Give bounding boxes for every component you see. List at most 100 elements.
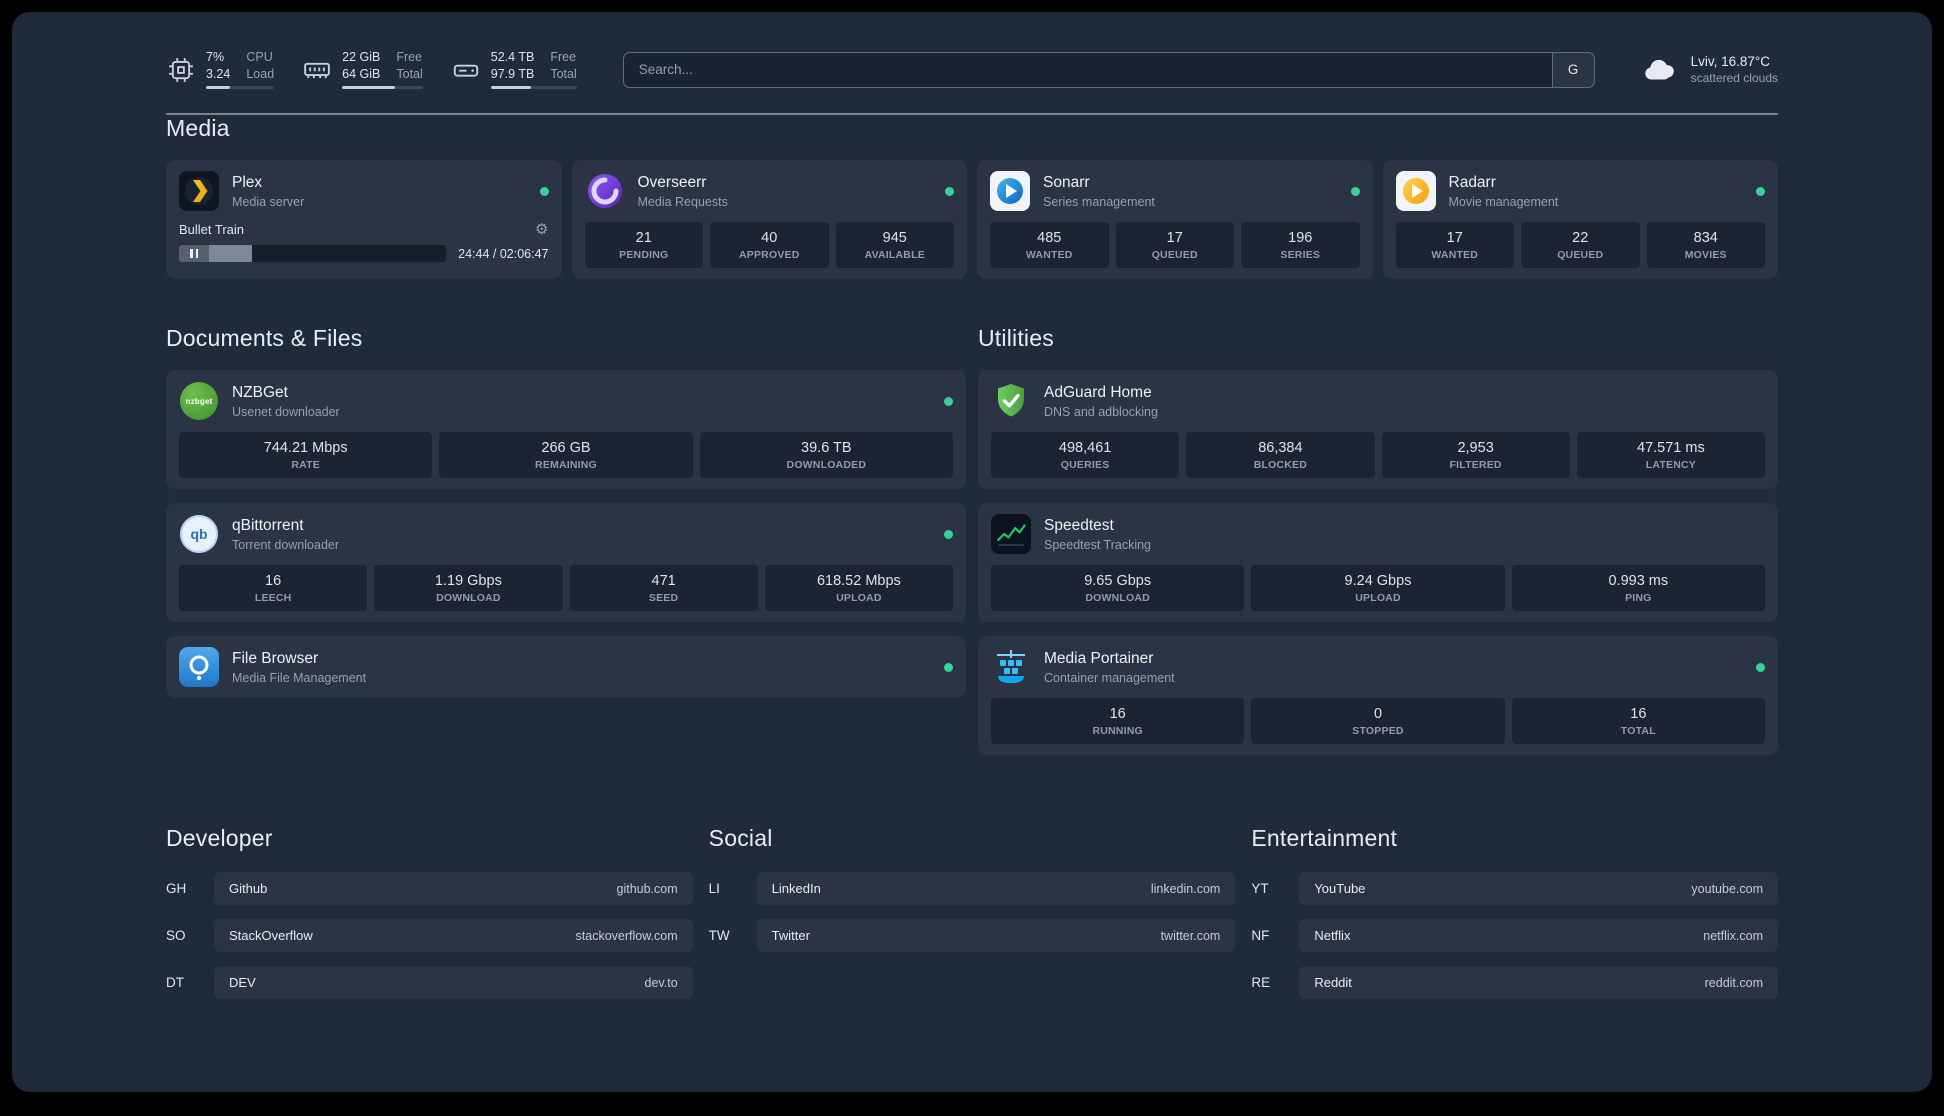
bookmark-link[interactable]: Github github.com <box>214 872 693 906</box>
playback-progress-bar[interactable] <box>179 245 447 263</box>
service-card-nzbget[interactable]: nzbget NZBGet Usenet downloader 744.21 M… <box>166 370 966 490</box>
service-description: Usenet downloader <box>232 404 340 419</box>
weather-widget: Lviv, 16.87°C scattered clouds <box>1641 54 1778 85</box>
plex-icon <box>179 171 219 212</box>
service-card-portainer[interactable]: Media Portainer Container management 16 … <box>978 636 1778 756</box>
now-playing-title: Bullet Train <box>179 222 245 238</box>
bookmark-dev: DT DEV dev.to <box>166 966 693 1000</box>
disk-total: 97.9 TB <box>490 66 535 81</box>
bookmark-link[interactable]: LinkedIn linkedin.com <box>756 872 1236 906</box>
section-title-social: Social <box>708 825 773 852</box>
bookmark-abbr: SO <box>166 928 186 944</box>
service-name: Sonarr <box>1043 173 1090 191</box>
bookmark-abbr: DT <box>166 975 184 991</box>
status-dot <box>944 396 953 406</box>
stat-leech: 16 LEECH <box>179 565 368 612</box>
bookmark-link[interactable]: Netflix netflix.com <box>1299 919 1778 953</box>
service-description: Container management <box>1044 670 1175 685</box>
stat-remaining: 266 GB REMAINING <box>439 432 693 479</box>
gear-icon[interactable]: ⚙ <box>535 221 549 239</box>
stat-rate: 744.21 Mbps RATE <box>179 432 433 479</box>
stat-filtered: 2,953 FILTERED <box>1381 432 1570 479</box>
service-name: File Browser <box>232 649 319 667</box>
section-title-developer: Developer <box>166 825 273 852</box>
pause-button[interactable] <box>179 245 209 263</box>
cpu-bar <box>206 86 275 90</box>
service-card-plex[interactable]: Plex Media server Bullet Train ⚙ 24:44 /… <box>166 160 562 280</box>
top-bar: 7% CPU 3.24 Load <box>166 50 1778 90</box>
resource-widgets: 7% CPU 3.24 Load <box>166 50 577 90</box>
stat-downloaded: 39.6 TB DOWNLOADED <box>699 432 953 479</box>
overseerr-icon <box>585 171 625 211</box>
search-input[interactable] <box>623 52 1552 87</box>
service-card-sonarr[interactable]: Sonarr Series management 485 WANTED 17 Q… <box>977 160 1373 280</box>
service-description: Movie management <box>1448 194 1559 209</box>
section-title-utilities: Utilities <box>978 325 1054 352</box>
service-description: Media Requests <box>637 194 728 209</box>
disk-icon <box>451 55 481 85</box>
service-name: Speedtest <box>1044 516 1114 534</box>
cpu-usage: 7% <box>206 50 225 64</box>
stat-wanted: 485 WANTED <box>990 222 1109 269</box>
stat-blocked: 86,384 BLOCKED <box>1186 432 1375 479</box>
status-dot <box>945 186 954 196</box>
status-dot <box>944 529 953 539</box>
nzbget-icon: nzbget <box>179 381 219 421</box>
bookmark-link[interactable]: YouTube youtube.com <box>1299 872 1778 906</box>
cpu-icon <box>166 55 196 85</box>
service-name: AdGuard Home <box>1044 383 1152 401</box>
service-name: Radarr <box>1448 173 1496 191</box>
service-description: Series management <box>1043 194 1155 209</box>
service-description: DNS and adblocking <box>1044 404 1158 419</box>
speedtest-icon <box>991 514 1031 555</box>
service-card-filebrowser[interactable]: File Browser Media File Management <box>166 636 966 699</box>
bookmark-abbr: NF <box>1251 928 1270 944</box>
bookmark-link[interactable]: Twitter twitter.com <box>756 919 1236 953</box>
stat-running: 16 RUNNING <box>991 698 1245 745</box>
section-title-documents: Documents & Files <box>166 325 363 352</box>
service-card-adguard[interactable]: AdGuard Home DNS and adblocking 498,461 … <box>978 370 1778 490</box>
service-name: Overseerr <box>637 173 707 191</box>
service-card-overseerr[interactable]: Overseerr Media Requests 21 PENDING 40 A… <box>571 160 967 280</box>
service-description: Speedtest Tracking <box>1044 537 1152 552</box>
bookmark-group-developer: Developer GH Github github.com SO StackO… <box>166 825 693 1013</box>
radarr-icon <box>1395 171 1436 212</box>
service-description: Torrent downloader <box>232 537 340 552</box>
bookmark-link[interactable]: DEV dev.to <box>214 966 693 1000</box>
search-engine-button[interactable]: G <box>1551 52 1594 87</box>
service-card-radarr[interactable]: Radarr Movie management 17 WANTED 22 QUE… <box>1382 160 1778 280</box>
service-card-qbittorrent[interactable]: qb qBittorrent Torrent downloader 16 LEE… <box>166 503 966 623</box>
bookmark-group-social: Social LI LinkedIn linkedin.com TW Twitt… <box>709 825 1236 1013</box>
media-card-grid: Plex Media server Bullet Train ⚙ 24:44 /… <box>166 160 1778 280</box>
status-dot <box>1350 186 1360 196</box>
stat-total: 16 TOTAL <box>1511 698 1765 745</box>
bookmark-stackoverflow: SO StackOverflow stackoverflow.com <box>166 919 693 953</box>
bookmark-abbr: TW <box>708 928 730 944</box>
stat-ping: 0.993 ms PING <box>1511 565 1765 612</box>
service-name: qBittorrent <box>232 516 304 534</box>
service-card-speedtest[interactable]: Speedtest Speedtest Tracking 9.65 Gbps D… <box>978 503 1778 623</box>
stat-download: 1.19 Gbps DOWNLOAD <box>374 565 563 612</box>
cloud-icon <box>1641 55 1679 85</box>
weather-location: Lviv, 16.87°C <box>1690 54 1771 70</box>
stat-download: 9.65 Gbps DOWNLOAD <box>991 565 1245 612</box>
utilities-column: Utilities AdGuard Home DNS and <box>978 325 1778 769</box>
status-dot <box>1756 662 1765 672</box>
bookmark-link[interactable]: Reddit reddit.com <box>1299 966 1778 1000</box>
section-title-media: Media <box>166 115 230 142</box>
status-dot <box>539 186 549 196</box>
bookmark-reddit: RE Reddit reddit.com <box>1251 966 1778 1000</box>
stat-seed: 471 SEED <box>569 565 758 612</box>
bookmark-link[interactable]: StackOverflow stackoverflow.com <box>214 919 693 953</box>
stat-upload: 9.24 Gbps UPLOAD <box>1251 565 1505 612</box>
cpu-widget: 7% CPU 3.24 Load <box>166 50 275 90</box>
dashboard-canvas: 7% CPU 3.24 Load <box>12 12 1932 1092</box>
section-title-entertainment: Entertainment <box>1251 825 1398 852</box>
service-description: Media File Management <box>232 670 367 685</box>
memory-total: 64 GiB <box>342 66 381 81</box>
disk-bar <box>490 86 577 90</box>
stat-approved: 40 APPROVED <box>710 222 829 269</box>
stat-queued: 22 QUEUED <box>1521 222 1640 269</box>
bookmark-twitter: TW Twitter twitter.com <box>708 919 1236 953</box>
bookmarks-area: Developer GH Github github.com SO StackO… <box>166 825 1778 1053</box>
